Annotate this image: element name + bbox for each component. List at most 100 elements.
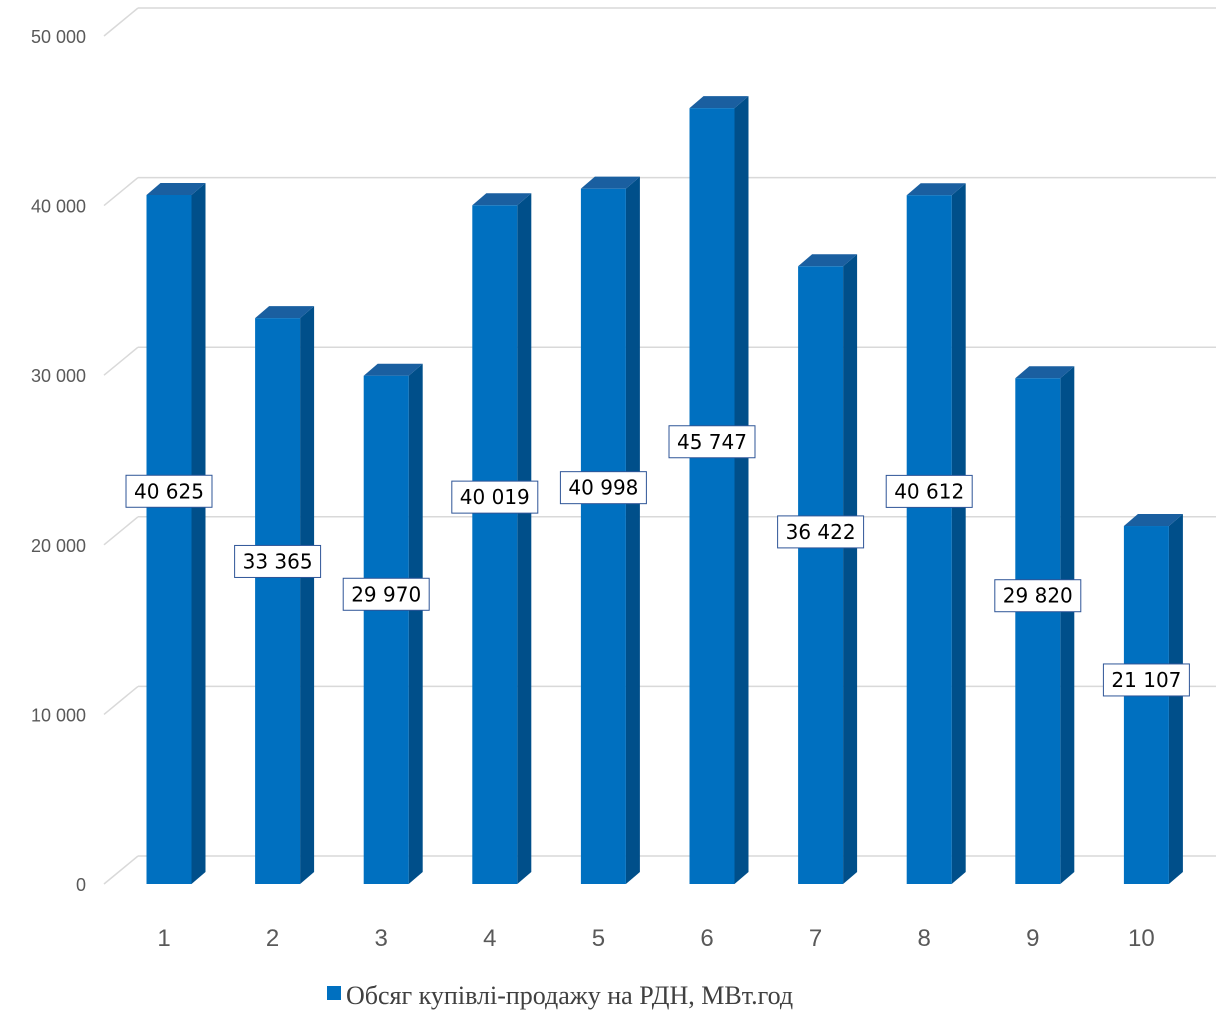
data-label: 21 107 [1102,663,1190,697]
data-label-box [1102,663,1190,697]
data-label-text: 40 625 [134,479,204,503]
x-tick-label: 1 [157,925,170,952]
bar-front [906,195,952,885]
data-label: 29 970 [342,577,430,611]
data-label-text: 40 019 [460,485,530,509]
data-labels: 40 625 33 365 29 970 40 019 40 998 45 747 36 4… [125,425,1190,697]
data-label-box [342,577,430,611]
data-label: 45 747 [668,425,756,459]
data-label: 29 820 [994,579,1082,613]
x-tick-label: 10 [1128,925,1155,952]
data-label-text: 33 365 [243,549,313,573]
data-label-text: 40 612 [894,479,964,503]
bars [146,96,1183,885]
legend: Обсяг купівлі-продажу на РДН, МВт.год [327,981,793,1010]
data-label-box [559,471,647,505]
bar-front [580,188,626,884]
gridline-diagonal [103,685,139,715]
data-label-box [668,425,756,459]
legend-label: Обсяг купівлі-продажу на РДН, МВт.год [346,981,793,1010]
bar-side [1168,514,1183,884]
data-label-box [451,480,539,514]
bar-1 [146,183,206,884]
bar-side [843,254,858,884]
data-label-box [994,579,1082,613]
y-tick-label: 0 [76,875,86,895]
bar-front [798,266,844,885]
bar-2 [255,306,315,884]
gridline-diagonal [103,855,139,885]
x-tick-label: 7 [809,925,822,952]
y-tick-label: 30 000 [31,366,86,386]
bar-front [146,195,192,884]
bar-side [517,193,532,884]
bar-10 [1123,514,1183,884]
bar-side [951,183,966,885]
data-label: 36 422 [777,515,865,549]
bar-front [1015,378,1061,884]
bar-3 [363,363,423,884]
bar-side [625,176,640,884]
x-axis-tick-labels: 1 2 3 4 5 6 7 8 9 10 [157,925,1154,952]
bar-side [408,363,423,884]
bar-top [580,176,640,189]
bar-front [255,318,301,884]
bar-front [363,375,409,884]
bar-top [689,96,749,109]
data-label: 33 365 [234,544,322,578]
x-tick-label: 5 [592,925,605,952]
x-tick-label: 2 [266,925,279,952]
bar-side [734,96,749,885]
x-tick-label: 3 [375,925,388,952]
bar-5 [580,176,640,884]
bar-front [689,108,735,885]
data-label-text: 36 422 [786,520,856,544]
bar-side [191,183,206,884]
x-tick-label: 4 [483,925,496,952]
x-tick-label: 6 [700,925,713,952]
y-tick-label: 40 000 [31,197,86,217]
bar-top [1015,366,1075,379]
data-label: 40 625 [125,474,213,508]
bar-8 [906,183,966,885]
bar-side [300,306,315,884]
bar-7 [798,254,858,885]
bar-6 [689,96,749,885]
gridline-diagonal [103,516,139,546]
bar-top [1123,514,1183,527]
data-label-box [885,474,973,508]
x-tick-label: 9 [1026,925,1039,952]
data-label-box [125,474,213,508]
data-label-text: 21 107 [1111,668,1181,692]
bar-side [1060,366,1075,884]
gridline-diagonal [103,177,139,207]
bar-top [472,193,532,206]
data-label-text: 29 970 [351,582,421,606]
bar-top [798,254,858,267]
data-label-text: 40 998 [568,476,638,500]
gridline-diagonal [103,346,139,376]
data-label-text: 45 747 [677,430,747,454]
data-label-text: 29 820 [1003,584,1073,608]
y-axis-tick-labels: 0 10 000 20 000 30 000 40 000 50 000 [31,27,86,895]
bar-top [906,183,966,196]
gridline-diagonal [103,7,139,37]
x-tick-label: 8 [918,925,931,952]
data-label: 40 019 [451,480,539,514]
bar-front [472,205,518,884]
legend-swatch [327,986,341,1000]
data-label-box [234,544,322,578]
data-label-box [777,515,865,549]
y-tick-label: 20 000 [31,536,86,556]
data-label: 40 612 [885,474,973,508]
data-label: 40 998 [559,471,647,505]
y-tick-label: 10 000 [31,705,86,725]
bar-top [255,306,315,319]
bar-top [363,363,423,376]
y-tick-label: 50 000 [31,27,86,47]
bar-front [1123,526,1169,884]
bar-9 [1015,366,1075,884]
bar-top [146,183,206,195]
bar-4 [472,193,532,884]
